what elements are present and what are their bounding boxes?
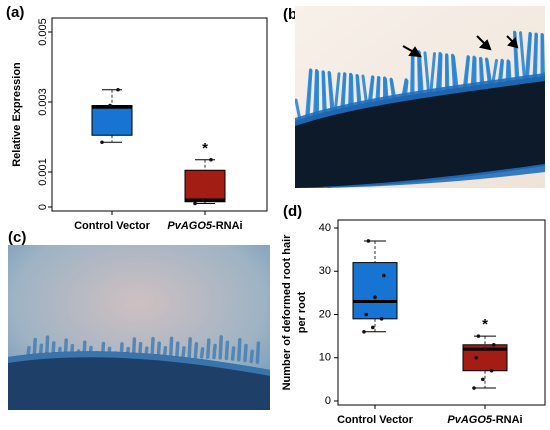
- data-point: [366, 239, 371, 243]
- root-hair: [168, 336, 174, 360]
- data-point: [364, 312, 368, 317]
- data-point: [373, 295, 377, 299]
- root-micrograph-c-drawing: [8, 245, 270, 410]
- data-point: [379, 317, 384, 321]
- root-hair: [519, 31, 526, 82]
- root-hair: [526, 32, 532, 81]
- data-point: [362, 330, 366, 334]
- data-point: [481, 377, 485, 382]
- y-tick-label: 0.005: [37, 18, 49, 46]
- y-axis-label: Relative Expression: [11, 62, 23, 167]
- significance-marker: *: [482, 316, 488, 333]
- y-tick-label: 30: [319, 265, 331, 277]
- panel-label-d: (d): [283, 203, 303, 220]
- x-category-label: Control Vector: [74, 220, 151, 232]
- box-body: [184, 169, 226, 203]
- data-point: [201, 198, 205, 202]
- root-hair: [328, 71, 335, 116]
- y-tick-label: 10: [319, 352, 331, 364]
- root-hair: [541, 33, 545, 78]
- root-hair: [243, 343, 248, 363]
- panel-label-c: (c): [8, 229, 27, 246]
- root-micrograph-b-drawing: [295, 6, 545, 188]
- panel-label-a: (a): [6, 4, 25, 21]
- root-micrograph-b: [295, 6, 545, 188]
- data-point: [476, 334, 481, 338]
- chart-deformed-root-hair: 0 10 20 30 40 Number of deformed root hair per…: [281, 219, 546, 426]
- data-point: [193, 201, 197, 206]
- x-category-label: Control Vector: [337, 414, 414, 426]
- root-micrograph-c: [8, 245, 270, 410]
- root-hair: [199, 347, 205, 359]
- data-point: [492, 342, 496, 347]
- root-hair: [237, 337, 242, 362]
- root-hair: [181, 346, 186, 359]
- y-tick-label: 0: [37, 204, 49, 210]
- y-tick-label: 0.001: [37, 158, 49, 186]
- root-hair: [230, 346, 236, 361]
- root-hair: [306, 69, 313, 121]
- data-point: [472, 386, 476, 390]
- box-body: [91, 105, 133, 136]
- chart-relative-expression: 0 0.001 0.003 0.005 Relative Expression Contr…: [11, 17, 268, 232]
- root-hair: [322, 71, 327, 118]
- root-hair: [255, 341, 261, 364]
- root-hair: [206, 338, 211, 359]
- y-tick-label: 0.003: [37, 88, 49, 116]
- y-tick-label: 20: [319, 308, 331, 320]
- root-hair: [193, 342, 199, 359]
- x-category-label: PvAGO5-RNAi: [447, 414, 522, 426]
- root-hair: [218, 335, 223, 360]
- data-point: [100, 140, 104, 145]
- box-body: [352, 262, 398, 320]
- data-point: [489, 368, 494, 373]
- plot-frame: [337, 219, 546, 406]
- data-point: [474, 355, 478, 360]
- data-point: [116, 87, 120, 92]
- data-point: [371, 325, 375, 330]
- root-hair: [212, 343, 217, 360]
- plot-frame: [51, 17, 268, 212]
- root-hair: [224, 340, 230, 361]
- y-tick-label: 0: [325, 395, 331, 407]
- y-tick-label: 40: [319, 222, 331, 234]
- root-hair: [26, 345, 31, 358]
- data-point: [108, 103, 112, 108]
- x-category-label: PvAGO5-RNAi: [167, 220, 242, 232]
- root-hair: [187, 337, 192, 359]
- root-hair: [534, 33, 538, 80]
- y-axis-label: Number of deformed root hair per root: [281, 234, 308, 391]
- root-hair: [249, 349, 254, 364]
- data-point: [209, 157, 213, 162]
- data-point: [483, 347, 487, 351]
- significance-marker: *: [202, 140, 208, 157]
- root-hair: [32, 337, 37, 359]
- data-point: [382, 273, 386, 278]
- root-hair: [175, 341, 180, 359]
